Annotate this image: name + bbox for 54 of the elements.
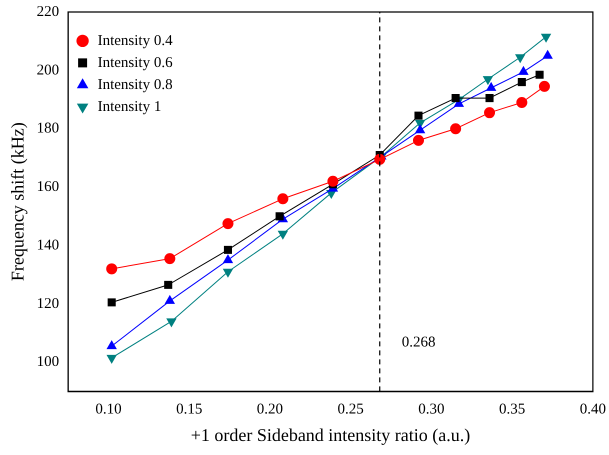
x-axis-title: +1 order Sideband intensity ratio (a.u.) bbox=[190, 424, 470, 445]
point bbox=[516, 96, 528, 108]
point bbox=[483, 76, 493, 85]
point bbox=[277, 193, 288, 204]
legend-label: Intensity 0.4 bbox=[98, 32, 174, 49]
point bbox=[538, 80, 550, 92]
point bbox=[536, 70, 544, 79]
x-tick-label: 0.15 bbox=[176, 401, 202, 418]
y-axis-title: Frequency shift (kHz) bbox=[8, 122, 28, 282]
point bbox=[484, 107, 496, 118]
point bbox=[515, 54, 526, 63]
y-tick-label: 100 bbox=[36, 354, 60, 370]
point bbox=[106, 354, 117, 364]
point bbox=[224, 246, 232, 254]
point bbox=[412, 134, 424, 146]
point bbox=[518, 78, 526, 86]
legend-label: Intensity 0.8 bbox=[98, 76, 173, 93]
x-tick-label: 0.40 bbox=[580, 401, 606, 418]
x-tick-label: 0.20 bbox=[256, 401, 284, 418]
y-tick-label: 200 bbox=[36, 62, 60, 78]
x-tick-label: 0.25 bbox=[338, 401, 364, 418]
x-tick-label: 0.30 bbox=[418, 401, 445, 418]
point bbox=[166, 318, 176, 327]
point bbox=[327, 176, 338, 187]
legend-label: Intensity 0.6 bbox=[98, 54, 174, 71]
x-tick-label: 0.35 bbox=[499, 401, 526, 418]
point bbox=[164, 295, 175, 304]
point bbox=[278, 230, 288, 240]
point bbox=[164, 280, 172, 289]
point bbox=[415, 124, 425, 134]
point bbox=[414, 112, 423, 120]
legend-label: Intensity 1 bbox=[98, 98, 162, 115]
point bbox=[518, 66, 528, 75]
x-tick-label: 0.10 bbox=[95, 401, 122, 418]
point bbox=[164, 253, 176, 264]
point bbox=[223, 268, 233, 278]
point bbox=[108, 298, 116, 306]
y-tick-label: 140 bbox=[36, 237, 60, 254]
point bbox=[486, 82, 496, 91]
point bbox=[106, 263, 118, 274]
y-tick-label: 120 bbox=[36, 296, 60, 312]
y-tick-label: 160 bbox=[36, 179, 60, 196]
point bbox=[541, 34, 551, 42]
y-tick-label: 180 bbox=[36, 120, 60, 137]
point bbox=[276, 212, 284, 220]
point bbox=[450, 123, 462, 134]
point bbox=[222, 218, 234, 230]
point bbox=[106, 340, 117, 350]
point bbox=[486, 94, 494, 102]
y-tick-label: 220 bbox=[36, 4, 60, 20]
point bbox=[542, 50, 552, 59]
ref-line-label: 0.268 bbox=[402, 334, 436, 350]
point bbox=[223, 254, 233, 264]
point bbox=[452, 94, 460, 102]
